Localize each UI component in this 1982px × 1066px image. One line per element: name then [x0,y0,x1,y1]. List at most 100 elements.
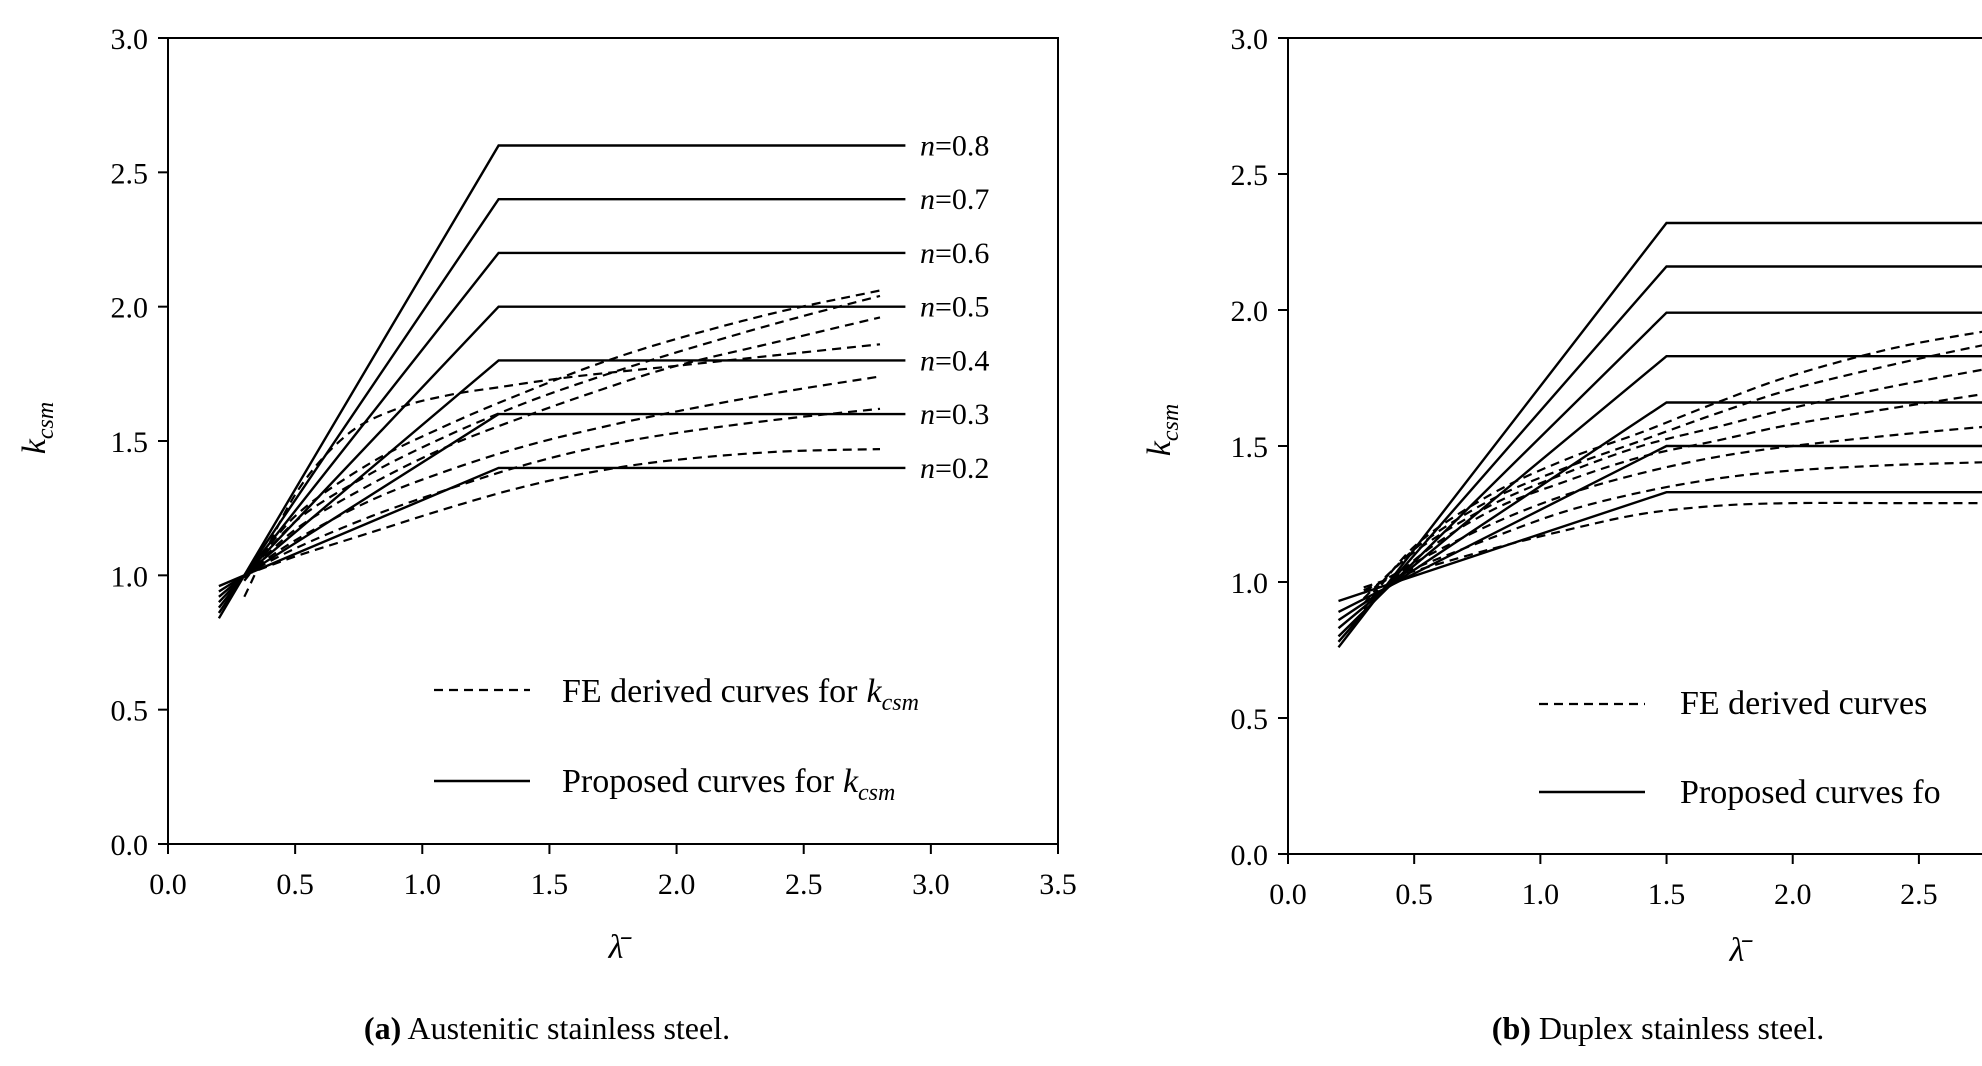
panel-a-x-tick-label: 3.5 [1039,868,1077,901]
panel-a-y-tick-label: 2.5 [111,157,149,190]
panel-a-n-label-7: n=0.2 [920,452,989,485]
panel-b-y-axis-label: kcsm [1141,404,1184,456]
panel-a-fe-curve-6 [243,407,881,577]
panel-b-x-tick-label: 1.5 [1648,878,1686,911]
legend-fe-label: FE derived curves for kcsm [562,673,919,716]
panel-b-y-tick-label: 1.5 [1231,431,1269,464]
panel-b-y-label-sub: csm [1158,404,1184,441]
panel-a-proposed-curve-4 [218,305,906,604]
panel-a-proposed-curve-1 [217,144,906,619]
legend-proposed-symbol: k [843,763,859,800]
svg-text:kcsm: kcsm [1141,404,1184,456]
legend-fe-symbol: k [867,673,883,710]
legend-proposed-symbol-sub: csm [858,780,895,806]
legend-b-proposed-label: Proposed curves fo [1680,774,1941,811]
panel-b-y-tick-label: 2.0 [1231,295,1269,328]
panel-b-proposed-curve-5 [1337,401,1982,622]
panel-a-caption-text: Austenitic stainless steel. [407,1010,730,1046]
panel-b-caption: (b) Duplex stainless steel. [1492,1010,1824,1046]
panel-b-caption-prefix: (b) [1492,1010,1531,1046]
panel-b-proposed-curve-7 [1338,491,1982,603]
panel-a-fe-curve-2 [243,289,881,582]
panel-b-fe-curve-3 [1362,368,1982,600]
panel-b-proposed-curve-1 [1337,221,1982,649]
panel-a-y-label-main: k [16,438,53,454]
panel-a-y-axis-label: kcsm [16,402,59,454]
panel-a-legend: FE derived curves for kcsm Proposed curve… [434,673,919,806]
panel-a-n-label-bg [916,183,994,217]
panel-a-x-tick-label: 2.5 [785,868,823,901]
panel-a-proposed-curve-3 [217,251,906,609]
panel-b-y-tick-label: 3.0 [1231,23,1269,56]
panel-a-y-tick-label: 0.0 [111,829,149,862]
panel-a-fe-curve-4 [243,316,881,579]
svg-text:kcsm: kcsm [16,402,59,454]
panel-a-n-label-bg [916,451,994,485]
panel-b-fe-curve-5 [1363,425,1982,594]
panel-b-y-tick-label: 0.5 [1231,703,1269,736]
panel-b-fe-curve-1 [1362,330,1982,610]
panel-a-y-label-sub: csm [33,402,59,439]
panel-b-duplex: kcsm λ̄ 0.0 0.5 1.0 1.5 2.0 2.5 3.0 0.0 0.5 1.0 1.… [1141,23,1982,1046]
panel-a-n-label-5: n=0.4 [920,344,989,377]
panel-a-n-label-bg [916,290,994,324]
panel-b-x-tick-label: 0.5 [1395,878,1433,911]
panel-a-n-label-bg [916,398,994,432]
panel-a-y-tick-label: 3.0 [111,23,149,56]
panel-a-austenitic: kcsm λ̄ 0.00.51.01.52.02.53.00.0 0.5 1.0 1.… [16,23,1077,1046]
panel-a-fe-curves [243,289,881,598]
panel-a-x-tick-label: 3.0 [912,868,950,901]
panel-a-fe-curve-5 [243,375,881,577]
panel-b-fe-curve-4 [1350,393,1982,627]
panel-a-proposed-curve-7 [218,466,906,588]
panel-b-caption-text: Duplex stainless steel. [1539,1010,1824,1046]
legend-fe-label-text: FE derived curves for [562,673,858,710]
panel-a-n-label-6: n=0.3 [920,398,989,431]
panel-b-y-label-main: k [1141,440,1178,456]
panel-b-y-tick-label: 2.5 [1231,159,1269,192]
panel-b-x-tick-label: 1.0 [1522,878,1560,911]
panel-b-y-tick-label: 0.0 [1231,839,1269,872]
panel-b-x-tick-label: 2.0 [1774,878,1812,911]
panel-b-x-tick-label: 0.0 [1269,878,1307,911]
panel-b-x-axis-label: λ̄ [1729,932,1754,969]
panel-a-x-tick-label: 0.0 [149,868,187,901]
panel-a-n-label-2: n=0.7 [920,183,989,216]
panel-a-n-label-1: n=0.8 [920,129,989,162]
panel-b-proposed-curve-2 [1337,265,1982,643]
panel-b-proposed-curve-4 [1337,355,1982,630]
panel-a-y-tick-label: 1.5 [111,426,149,459]
legend-b-fe-label: FE derived curves [1680,685,1927,722]
panel-a-ticks: 0.0 0.5 1.0 1.5 2.0 2.5 3.0 0.0 0.5 1.0 1.5 2.0 2.5 3… [111,23,1077,901]
panel-a-x-tick-label: 1.0 [404,868,442,901]
panel-a-n-labels: n=0.8 n=0.7 n=0.6 n=0.5 n=0.4 n=0.3 n=0.2 [916,129,994,485]
panel-a-x-tick-label: 0.5 [276,868,314,901]
panel-a-fe-curve-3 [243,294,881,582]
panel-a-y-tick-label: 2.0 [111,292,149,325]
panel-b-fe-curve-7 [1363,501,1982,589]
legend-proposed-label: Proposed curves for kcsm [562,763,895,806]
panel-a-caption: (a) Austenitic stainless steel. [364,1010,730,1046]
legend-fe-symbol-sub: csm [882,690,919,716]
panel-a-n-label-bg [916,236,994,270]
panel-b-fe-curves [1350,330,1982,627]
panel-a-n-label-bg [916,129,994,163]
panel-b-ticks: 0.0 0.5 1.0 1.5 2.0 2.5 3.0 0.0 0.5 1.0 1.5 2.0 2.5 [1231,23,1982,911]
panel-a-x-tick-label: 2.0 [658,868,696,901]
panel-a-proposed-curve-2 [217,198,906,614]
panel-a-n-label-bg [916,344,994,378]
legend-proposed-label-text: Proposed curves for [562,763,835,800]
panel-b-x-tick-label: 2.5 [1900,878,1938,911]
panel-a-y-tick-label: 1.0 [111,560,149,593]
panel-a-x-tick-label: 1.5 [531,868,569,901]
panel-a-x-axis-label: λ̄ [608,929,633,966]
panel-a-n-label-4: n=0.5 [920,291,989,324]
panel-a-caption-prefix: (a) [364,1010,401,1046]
panel-b-fe-curve-6 [1363,461,1982,592]
panel-a-fe-curve-7 [243,448,881,577]
panel-b-proposed-curves [1337,221,1982,649]
panel-b-proposed-curve-6 [1337,444,1982,613]
panel-a-fe-curve-1 [243,343,881,598]
panel-a-n-label-3: n=0.6 [920,237,989,270]
